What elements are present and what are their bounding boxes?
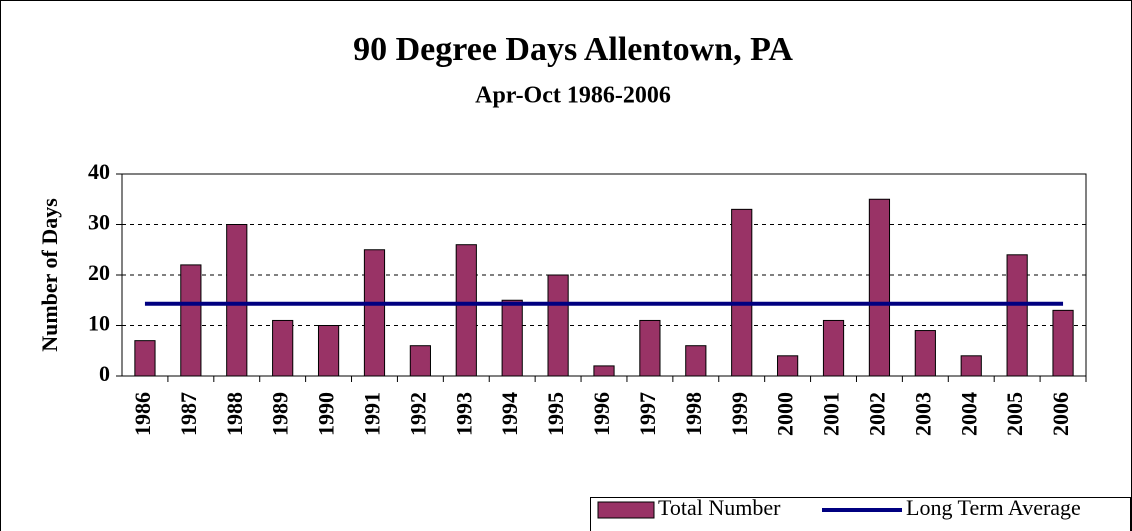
x-tick-label: 1997: [635, 392, 660, 436]
x-tick-label: 2003: [910, 392, 935, 436]
bar: [639, 319, 661, 377]
bar: [226, 224, 248, 377]
x-tick-label: 1998: [681, 392, 706, 436]
legend-swatch: [597, 501, 655, 519]
x-tick-label: 1999: [727, 392, 752, 436]
x-tick-label: 2002: [864, 392, 889, 436]
bar: [777, 355, 799, 377]
bar: [317, 325, 340, 377]
bar: [409, 345, 431, 377]
bar: [501, 299, 523, 377]
x-tick-label: 1986: [130, 392, 155, 436]
y-tick-label: 10: [88, 311, 110, 336]
chart-title: 90 Degree Days Allentown, PA: [353, 31, 793, 68]
x-tick-label: 1995: [543, 392, 568, 436]
bar: [455, 244, 477, 377]
bar: [960, 355, 982, 377]
y-axis-label: Number of Days: [37, 198, 62, 352]
y-tick-label: 20: [88, 260, 110, 285]
x-tick-label: 1994: [497, 392, 522, 436]
bar: [180, 264, 202, 377]
legend-label: Long Term Average: [906, 495, 1081, 520]
bar: [822, 319, 845, 377]
bar: [914, 330, 936, 377]
chart-subtitle: Apr-Oct 1986-2006: [475, 83, 671, 109]
bar: [363, 249, 386, 377]
x-tick-label: 1989: [268, 392, 293, 436]
y-tick-label: 40: [88, 159, 110, 184]
bar: [593, 365, 615, 377]
legend-label: Total Number: [658, 495, 781, 520]
x-tick-label: 1988: [222, 392, 247, 436]
bar: [272, 319, 294, 377]
bar: [731, 208, 753, 377]
x-tick-label: 2006: [1048, 392, 1073, 436]
x-tick-label: 1996: [589, 392, 614, 436]
x-tick-label: 2004: [956, 392, 981, 436]
y-tick-label: 0: [99, 361, 110, 386]
bar: [868, 198, 891, 377]
x-tick-label: 2000: [773, 392, 798, 436]
bar: [547, 274, 569, 377]
x-tick-label: 2005: [1002, 392, 1027, 436]
bar: [1052, 309, 1074, 377]
legend-box: [590, 497, 1131, 531]
bar: [685, 345, 707, 377]
bar: [1006, 254, 1028, 377]
x-tick-label: 2001: [819, 392, 844, 436]
x-tick-label: 1993: [451, 392, 476, 436]
x-tick-label: 1992: [405, 392, 430, 436]
x-tick-label: 1990: [314, 392, 339, 436]
y-tick-label: 30: [88, 210, 110, 235]
bar: [134, 340, 156, 377]
x-tick-label: 1987: [176, 392, 201, 436]
x-tick-label: 1991: [360, 392, 385, 436]
